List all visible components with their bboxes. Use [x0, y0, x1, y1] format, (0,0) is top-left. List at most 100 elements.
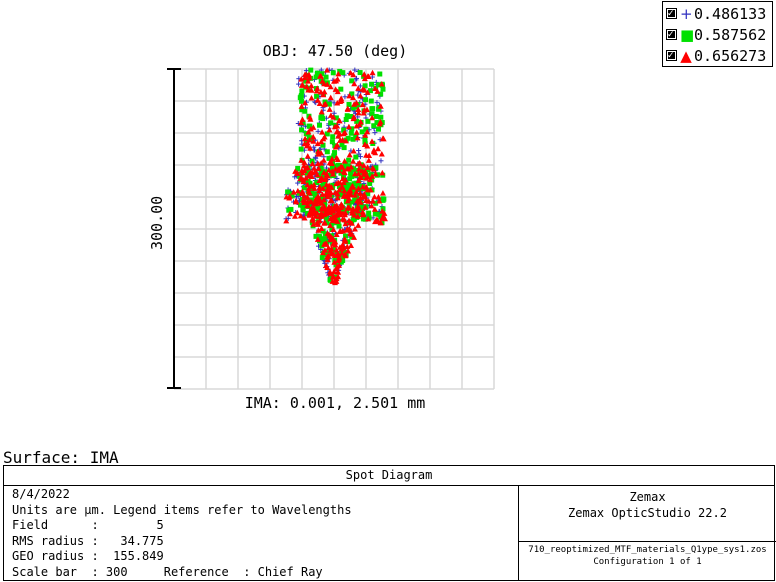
spot-square-marker — [314, 180, 320, 186]
spot-triangle-marker — [298, 157, 305, 163]
spot-triangle-marker — [336, 117, 343, 124]
spot-square-marker — [341, 127, 347, 133]
spot-triangle-marker — [336, 186, 343, 193]
spot-triangle-marker — [378, 151, 385, 157]
spot-triangle-marker — [340, 175, 347, 182]
checkbox-icon[interactable] — [666, 46, 677, 66]
spot-triangle-marker — [323, 240, 330, 246]
spot-triangle-marker — [350, 113, 357, 120]
spot-triangle-marker — [300, 197, 307, 203]
spot-square-marker — [346, 102, 352, 108]
spot-square-marker — [322, 236, 328, 242]
spot-square-marker — [359, 129, 365, 135]
spot-triangle-marker — [329, 250, 336, 257]
spot-triangle-marker — [319, 191, 326, 197]
spot-triangle-marker — [314, 140, 321, 147]
spot-triangle-marker — [377, 103, 384, 109]
spot-square-marker — [323, 231, 329, 237]
spot-triangle-marker — [355, 109, 362, 116]
spot-triangle-marker — [364, 173, 371, 180]
spot-triangle-marker — [342, 177, 349, 183]
spot-triangle-marker — [342, 220, 349, 227]
spot-triangle-marker — [363, 152, 370, 158]
checkbox-icon[interactable] — [666, 4, 677, 24]
spot-triangle-marker — [351, 234, 358, 240]
spot-plus-marker — [357, 83, 363, 89]
spot-triangle-marker — [320, 249, 327, 256]
spot-triangle-marker — [368, 202, 375, 209]
spot-triangle-marker — [338, 250, 345, 256]
spot-triangle-marker — [343, 193, 350, 199]
spot-square-marker — [329, 139, 335, 145]
spot-triangle-marker — [301, 215, 308, 221]
spot-triangle-marker — [371, 206, 378, 212]
rms-radius-text: RMS radius : 34.775 — [12, 533, 164, 548]
spot-square-marker — [299, 98, 305, 104]
spot-square-marker — [330, 134, 336, 140]
legend-item-1[interactable]: + 0.486133 — [666, 4, 772, 24]
spot-triangle-marker — [354, 203, 361, 209]
spot-triangle-marker — [354, 161, 361, 167]
spot-triangle-marker — [346, 92, 353, 99]
spot-square-marker — [369, 106, 375, 112]
spot-triangle-marker — [327, 83, 334, 90]
spot-triangle-marker — [306, 189, 313, 196]
spot-square-marker — [363, 97, 369, 103]
spot-triangle-marker — [334, 122, 341, 129]
spot-triangle-marker — [321, 101, 328, 108]
spot-square-marker — [312, 193, 318, 199]
spot-triangle-marker — [334, 257, 341, 263]
legend-item-2[interactable]: ■ 0.587562 — [666, 25, 772, 45]
spot-square-marker — [346, 157, 352, 163]
spot-square-marker — [376, 106, 382, 112]
spot-square-marker — [338, 192, 344, 198]
spot-square-marker — [378, 214, 384, 220]
spot-triangle-marker — [345, 123, 352, 130]
spot-square-marker — [339, 257, 345, 263]
spot-triangle-marker — [332, 86, 339, 92]
spot-triangle-marker — [340, 244, 347, 251]
spot-plus-marker — [357, 154, 363, 160]
spot-triangle-marker — [324, 264, 331, 270]
spot-triangle-marker — [332, 166, 339, 172]
checkbox-icon[interactable] — [666, 25, 677, 45]
spot-triangle-marker — [286, 193, 293, 199]
spot-triangle-marker — [331, 78, 338, 84]
spot-square-marker — [346, 182, 352, 188]
spot-square-marker — [323, 74, 329, 80]
spot-triangle-marker — [309, 160, 316, 167]
spot-triangle-marker — [364, 89, 371, 95]
spot-triangle-marker — [308, 205, 315, 212]
spot-square-marker — [324, 131, 330, 137]
spot-square-marker — [333, 115, 339, 121]
spot-square-marker — [298, 146, 304, 152]
spot-triangle-marker — [327, 94, 334, 101]
field-text: Field : 5 — [12, 518, 164, 532]
spot-triangle-marker — [341, 169, 348, 176]
legend-item-3[interactable]: ▲ 0.656273 — [666, 46, 772, 66]
spot-triangle-marker — [312, 196, 319, 202]
spot-triangle-marker — [318, 108, 325, 115]
spot-square-marker — [344, 113, 350, 119]
spot-square-marker — [374, 120, 380, 126]
spot-triangle-marker — [332, 239, 339, 245]
spot-triangle-marker — [308, 94, 315, 101]
spot-triangle-marker — [330, 226, 337, 232]
spot-triangle-marker — [327, 206, 334, 212]
spot-triangle-marker — [331, 259, 338, 265]
spot-triangle-marker — [333, 202, 340, 208]
spot-triangle-marker — [339, 241, 346, 248]
spot-square-marker — [299, 107, 305, 113]
spot-triangle-marker — [303, 83, 310, 90]
spot-triangle-marker — [298, 82, 305, 88]
spot-triangle-marker — [294, 209, 301, 216]
spot-triangle-marker — [372, 149, 379, 156]
spot-square-marker — [319, 255, 325, 261]
spot-square-marker — [307, 180, 313, 186]
spot-square-marker — [353, 180, 359, 186]
spot-triangle-marker — [307, 125, 314, 132]
spot-square-marker — [349, 91, 355, 97]
spot-triangle-marker — [351, 226, 358, 232]
spot-triangle-marker — [314, 219, 321, 225]
spot-triangle-marker — [334, 76, 341, 82]
